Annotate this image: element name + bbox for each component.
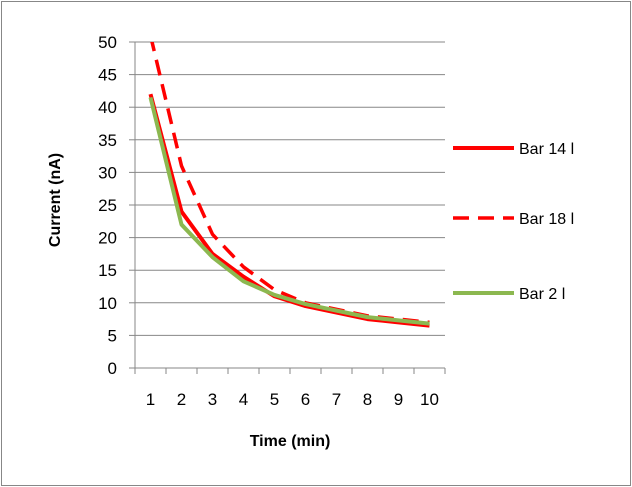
series-line-2 (150, 42, 430, 325)
y-tick-label: 25 (98, 196, 117, 215)
series-line-1 (148, 93, 430, 328)
x-axis-title: Time (min) (250, 433, 331, 450)
y-tick-label: 50 (98, 33, 117, 52)
x-tick-label: 8 (363, 390, 372, 409)
x-tick-label: 9 (394, 390, 403, 409)
x-tick-label: 7 (332, 390, 341, 409)
series-lines (148, 42, 430, 328)
x-tick-label: 1 (146, 390, 155, 409)
legend-label-1: Bar 14 l (519, 141, 574, 158)
y-tick-label: 45 (98, 66, 117, 85)
x-tick-label: 2 (177, 390, 186, 409)
x-tick-labels: 1 2 3 4 5 6 7 8 9 10 (134, 368, 446, 409)
y-axis-title: Current (nA) (47, 153, 64, 247)
y-tick-label: 35 (98, 131, 117, 150)
x-tick-label: 4 (239, 390, 248, 409)
x-tick-label: 6 (301, 390, 310, 409)
y-tick-label: 10 (98, 294, 117, 313)
y-tick-label: 15 (98, 261, 117, 280)
legend-label-3: Bar 2 l (519, 286, 565, 303)
y-tick-labels: 0 5 10 15 20 25 30 35 40 45 50 (98, 33, 135, 378)
y-tick-label: 40 (98, 98, 117, 117)
y-tick-label: 20 (98, 229, 117, 248)
series-line-3 (148, 96, 430, 326)
x-tick-label: 3 (208, 390, 217, 409)
legend-label-2: Bar 18 l (519, 211, 574, 228)
y-tick-label: 30 (98, 163, 117, 182)
y-tick-label: 5 (108, 326, 117, 345)
x-tick-label: 10 (420, 390, 439, 409)
gridlines (135, 41, 445, 336)
legend: Bar 14 l Bar 18 l Bar 2 l (453, 141, 574, 303)
x-tick-label: 5 (270, 390, 279, 409)
y-tick-label: 0 (108, 359, 117, 378)
